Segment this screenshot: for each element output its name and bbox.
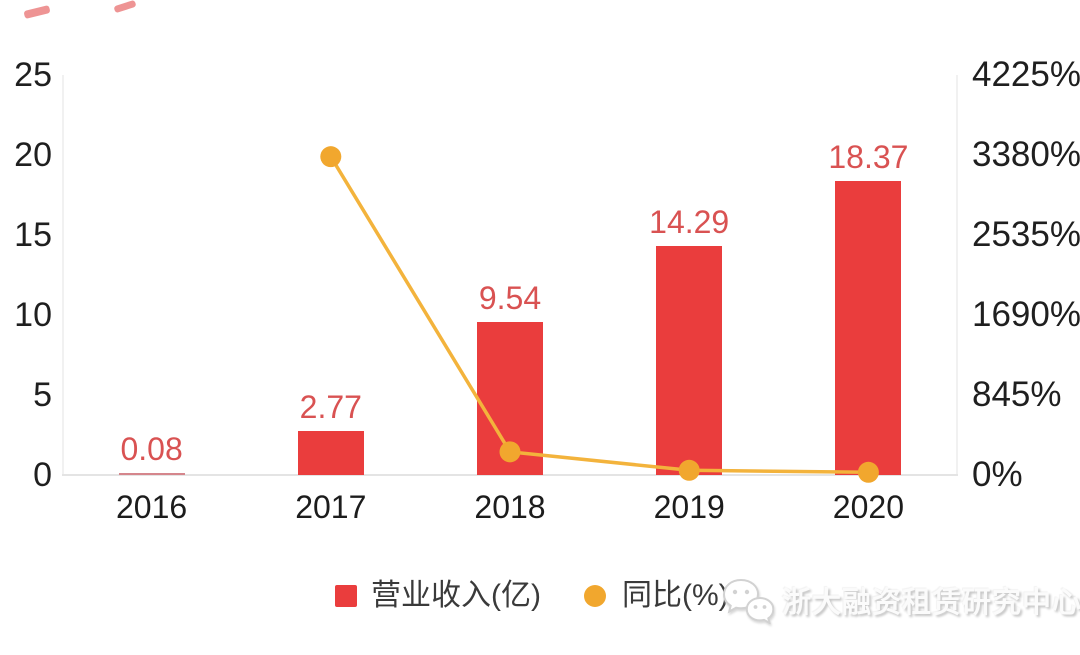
yoy-point	[320, 146, 342, 168]
left-axis-tick: 15	[14, 216, 52, 254]
left-axis-tick: 5	[33, 376, 52, 414]
x-axis-label-2017: 2017	[295, 489, 367, 525]
revenue-bar-2018	[477, 322, 543, 475]
plot-left-border	[62, 75, 64, 475]
right-axis-tick: 845%	[972, 375, 1062, 414]
left-axis-tick: 10	[14, 296, 52, 334]
annotation-red-stroke	[23, 4, 51, 20]
bar-value-label: 2.77	[299, 388, 362, 425]
right-axis-tick: 1690%	[972, 295, 1080, 334]
revenue-bar-2019	[656, 246, 723, 475]
bar-value-label: 14.29	[649, 204, 730, 241]
right-axis-tick: 3380%	[972, 135, 1080, 174]
plot-right-border	[956, 75, 958, 475]
right-axis-tick: 4225%	[972, 55, 1080, 94]
x-axis-label-2020: 2020	[832, 489, 904, 525]
left-axis-tick: 25	[14, 56, 52, 94]
left-axis-tick: 20	[14, 136, 52, 174]
x-axis-label-2016: 2016	[116, 489, 188, 525]
left-axis-tick: 0	[33, 456, 52, 494]
x-axis-label-2019: 2019	[653, 489, 725, 525]
revenue-bar-2020	[835, 181, 902, 475]
legend-swatch-revenue	[335, 585, 357, 607]
legend-label-revenue: 营业收入(亿)	[371, 579, 541, 612]
x-axis-baseline	[62, 474, 958, 476]
revenue-bar-2016	[118, 473, 185, 475]
right-axis-tick: 2535%	[972, 215, 1080, 254]
wechat-icon	[722, 578, 774, 624]
watermark-text: 浙大融资租赁研究中心	[782, 587, 1080, 619]
right-axis-tick: 0%	[972, 455, 1023, 494]
bar-value-label: 9.54	[478, 280, 542, 317]
bar-value-label: 0.08	[120, 431, 183, 467]
legend-label-yoy: 同比(%)	[622, 579, 729, 612]
revenue-bar-2017	[297, 430, 364, 475]
watermark: 浙大融资租赁研究中心	[720, 576, 1080, 624]
annotation-red-stroke	[113, 0, 137, 14]
bar-value-label: 18.37	[828, 139, 909, 176]
x-axis-label-2018: 2018	[474, 489, 546, 525]
legend-swatch-yoy	[584, 585, 606, 607]
yoy-line	[329, 155, 869, 475]
